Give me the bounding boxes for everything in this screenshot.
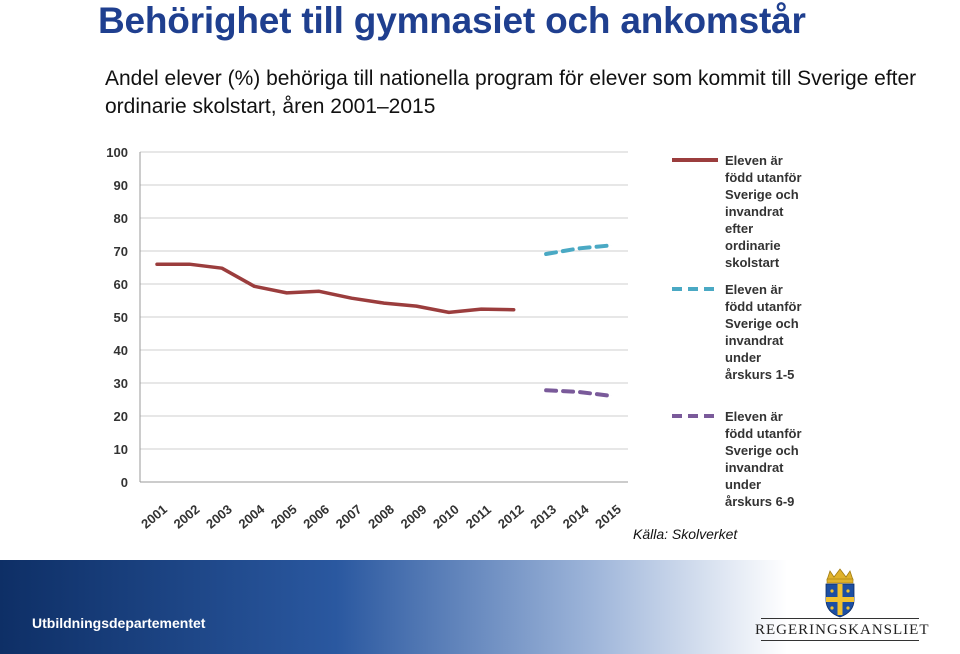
y-tick-label: 80 [114,211,128,226]
legend-label: född utanför [725,170,802,185]
y-tick-label: 50 [114,310,128,325]
government-logo: REGERINGSKANSLIET [755,566,930,648]
series-line-1 [155,262,516,315]
legend-label: invandrat [725,460,784,475]
x-tick-label: 2012 [495,502,527,532]
y-tick-label: 90 [114,178,128,193]
logo-rule-bottom [761,640,919,641]
legend-label: invandrat [725,204,784,219]
legend-label: Eleven är [725,282,783,297]
x-tick-label: 2004 [235,501,267,532]
x-tick-label: 2008 [365,502,397,532]
x-tick-label: 2007 [333,502,365,532]
y-tick-label: 70 [114,244,128,259]
page-title: Behörighet till gymnasiet och ankomstår [98,0,806,41]
legend-label: skolstart [725,255,780,270]
source-note: Källa: Skolverket [633,526,738,542]
footer-band [0,560,960,654]
legend-label: ordinarie [725,238,781,253]
y-tick-label: 20 [114,409,128,424]
legend-label: Sverige och [725,316,799,331]
y-tick-label: 100 [106,145,128,160]
x-tick-label: 2001 [138,502,170,532]
x-tick-label: 2010 [430,502,462,532]
legend-label: efter [725,221,753,236]
series-line-3 [544,388,613,398]
x-tick-label: 2009 [398,502,430,532]
department-name: Utbildningsdepartementet [32,615,206,631]
legend-label: Sverige och [725,187,799,202]
series-line-2 [544,243,613,256]
y-tick-label: 60 [114,277,128,292]
x-tick-label: 2005 [268,502,300,532]
y-tick-label: 40 [114,343,128,358]
logo-wordmark: REGERINGSKANSLIET [755,622,930,638]
x-tick-label: 2006 [300,502,332,532]
legend-label: årskurs 1-5 [725,367,794,382]
x-tick-label: 2011 [463,502,494,532]
legend-label: född utanför [725,426,802,441]
x-tick-label: 2003 [203,502,235,532]
x-tick-label: 2013 [527,502,559,532]
legend-label: under [725,350,761,365]
logo-rule-top [761,618,919,619]
legend-label: Sverige och [725,443,799,458]
x-tick-label: 2014 [560,501,592,532]
x-tick-label: 2002 [171,502,203,532]
legend-label: årskurs 6-9 [725,494,794,509]
legend-label: född utanför [725,299,802,314]
legend-label: invandrat [725,333,784,348]
y-tick-label: 10 [114,442,128,457]
x-tick-label: 2015 [592,502,624,532]
y-tick-label: 30 [114,376,128,391]
y-tick-label: 0 [121,475,128,490]
legend-label: under [725,477,761,492]
legend-label: Eleven är [725,153,783,168]
legend-label: Eleven är [725,409,783,424]
crown-shield-icon [825,568,855,618]
chart-subtitle: Andel elever (%) behöriga till nationell… [105,67,917,118]
